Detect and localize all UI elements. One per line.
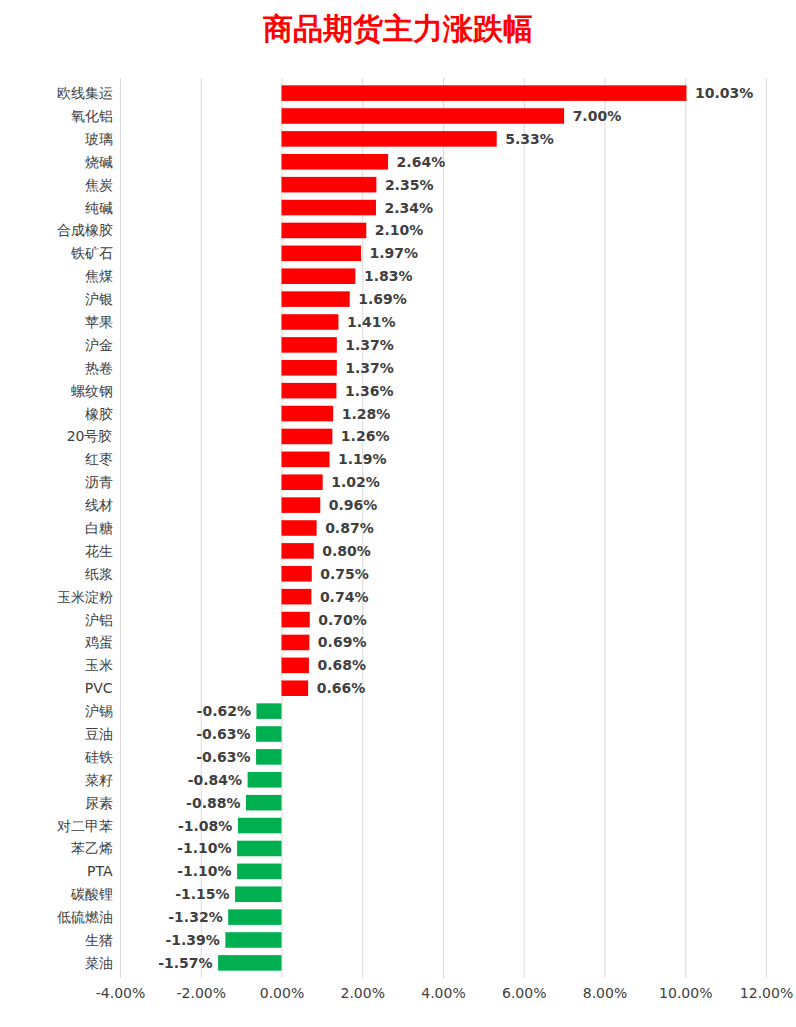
svg-text:花生: 花生 — [85, 543, 113, 559]
svg-text:低硫燃油: 低硫燃油 — [57, 909, 113, 925]
svg-text:0.68%: 0.68% — [317, 657, 366, 673]
svg-text:20号胶: 20号胶 — [67, 428, 113, 444]
svg-text:生猪: 生猪 — [85, 932, 113, 948]
svg-text:1.37%: 1.37% — [345, 337, 394, 353]
svg-text:氧化铝: 氧化铝 — [71, 108, 113, 124]
svg-text:烧碱: 烧碱 — [85, 154, 113, 170]
svg-text:热卷: 热卷 — [85, 360, 113, 376]
svg-text:焦炭: 焦炭 — [85, 177, 113, 193]
svg-text:8.00%: 8.00% — [583, 985, 627, 1001]
svg-text:PTA: PTA — [87, 863, 113, 879]
svg-text:1.69%: 1.69% — [358, 291, 407, 307]
svg-text:10.03%: 10.03% — [695, 85, 753, 101]
svg-text:6.00%: 6.00% — [502, 985, 546, 1001]
svg-text:苹果: 苹果 — [85, 314, 113, 330]
svg-text:7.00%: 7.00% — [573, 108, 622, 124]
svg-text:沥青: 沥青 — [85, 474, 113, 490]
svg-text:0.69%: 0.69% — [318, 634, 367, 650]
svg-text:硅铁: 硅铁 — [84, 749, 113, 765]
svg-text:对二甲苯: 对二甲苯 — [57, 818, 113, 834]
svg-text:12.00%: 12.00% — [740, 985, 793, 1001]
svg-text:橡胶: 橡胶 — [85, 406, 113, 422]
svg-text:PVC: PVC — [85, 680, 113, 696]
svg-text:红枣: 红枣 — [85, 451, 113, 467]
svg-text:碳酸锂: 碳酸锂 — [70, 886, 113, 902]
svg-text:-0.84%: -0.84% — [188, 772, 242, 788]
svg-text:10.00%: 10.00% — [659, 985, 712, 1001]
svg-text:-0.63%: -0.63% — [196, 726, 250, 742]
svg-text:-0.62%: -0.62% — [197, 703, 251, 719]
svg-text:纯碱: 纯碱 — [85, 200, 113, 216]
svg-text:1.97%: 1.97% — [370, 245, 419, 261]
svg-text:玉米: 玉米 — [85, 657, 113, 673]
svg-text:鸡蛋: 鸡蛋 — [84, 634, 113, 650]
svg-text:1.02%: 1.02% — [331, 474, 380, 490]
svg-text:苯乙烯: 苯乙烯 — [71, 840, 113, 856]
svg-text:尿素: 尿素 — [85, 795, 113, 811]
svg-text:-1.57%: -1.57% — [158, 955, 212, 971]
svg-text:合成橡胶: 合成橡胶 — [57, 222, 113, 238]
svg-text:5.33%: 5.33% — [505, 131, 554, 147]
svg-text:线材: 线材 — [85, 497, 113, 513]
svg-text:沪锡: 沪锡 — [85, 703, 113, 719]
svg-text:0.74%: 0.74% — [320, 589, 369, 605]
svg-text:0.80%: 0.80% — [322, 543, 371, 559]
svg-text:2.34%: 2.34% — [384, 200, 433, 216]
svg-text:0.66%: 0.66% — [317, 680, 366, 696]
svg-text:1.26%: 1.26% — [341, 428, 390, 444]
svg-text:沪铝: 沪铝 — [85, 612, 113, 628]
svg-text:-1.15%: -1.15% — [175, 886, 229, 902]
svg-text:菜油: 菜油 — [85, 955, 113, 971]
html-text:商品期货主力涨跌幅: 商品期货主力涨跌幅 — [263, 11, 533, 46]
svg-text:2.00%: 2.00% — [341, 985, 385, 1001]
svg-text:沪金: 沪金 — [85, 337, 113, 353]
svg-text:玉米淀粉: 玉米淀粉 — [57, 589, 113, 605]
svg-text:4.00%: 4.00% — [421, 985, 465, 1001]
svg-text:铁矿石: 铁矿石 — [70, 245, 113, 261]
svg-text:玻璃: 玻璃 — [85, 131, 113, 147]
svg-text:-4.00%: -4.00% — [96, 985, 146, 1001]
svg-text:1.36%: 1.36% — [345, 383, 394, 399]
svg-text:豆油: 豆油 — [85, 726, 113, 742]
svg-text:1.83%: 1.83% — [364, 268, 413, 284]
svg-text:0.75%: 0.75% — [320, 566, 369, 582]
svg-text:0.00%: 0.00% — [260, 985, 304, 1001]
svg-text:-1.39%: -1.39% — [165, 932, 219, 948]
svg-text:-0.88%: -0.88% — [186, 795, 240, 811]
svg-text:焦煤: 焦煤 — [85, 268, 113, 284]
svg-text:0.96%: 0.96% — [329, 497, 378, 513]
svg-text:沪银: 沪银 — [85, 291, 113, 307]
svg-text:-1.08%: -1.08% — [178, 818, 232, 834]
svg-text:1.37%: 1.37% — [345, 360, 394, 376]
svg-text:-0.63%: -0.63% — [196, 749, 250, 765]
svg-text:-2.00%: -2.00% — [176, 985, 226, 1001]
svg-text:-1.10%: -1.10% — [177, 840, 231, 856]
svg-text:1.28%: 1.28% — [342, 406, 391, 422]
svg-text:菜籽: 菜籽 — [85, 772, 113, 788]
svg-text:白糖: 白糖 — [85, 520, 113, 536]
svg-text:0.70%: 0.70% — [318, 612, 367, 628]
svg-text:2.64%: 2.64% — [397, 154, 446, 170]
svg-text:2.35%: 2.35% — [385, 177, 434, 193]
svg-text:1.19%: 1.19% — [338, 451, 387, 467]
svg-text:纸浆: 纸浆 — [85, 566, 113, 582]
svg-text:-1.10%: -1.10% — [177, 863, 231, 879]
svg-text:-1.32%: -1.32% — [168, 909, 222, 925]
svg-text:2.10%: 2.10% — [375, 222, 424, 238]
svg-text:1.41%: 1.41% — [347, 314, 396, 330]
svg-text:0.87%: 0.87% — [325, 520, 374, 536]
svg-text:螺纹钢: 螺纹钢 — [71, 383, 113, 399]
svg-text:欧线集运: 欧线集运 — [57, 85, 113, 101]
